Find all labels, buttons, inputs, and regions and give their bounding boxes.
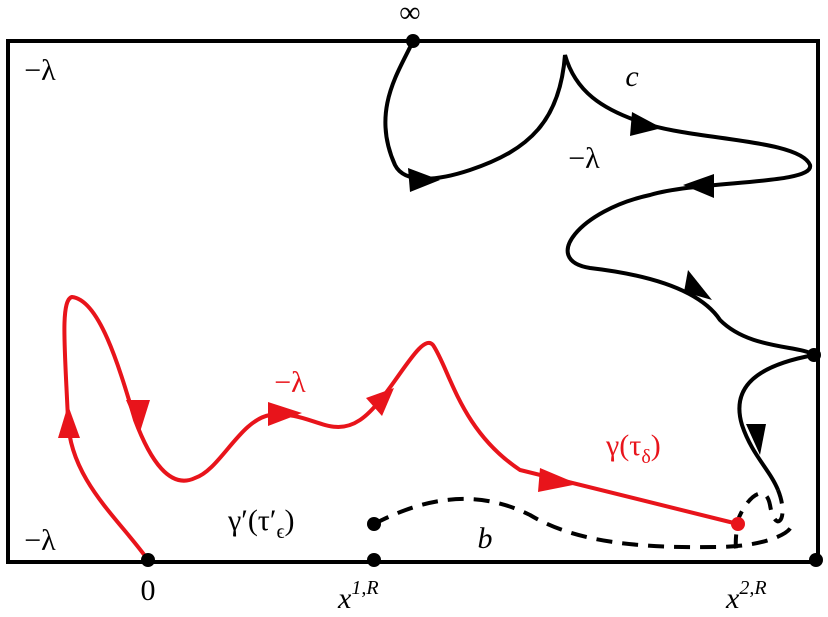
label-gamma-prime: γ′(τ′ϵ) <box>227 504 295 543</box>
subscript: ϵ <box>276 521 284 543</box>
text: x <box>725 582 740 615</box>
arrowhead <box>684 270 712 300</box>
label-lambda: −λ <box>568 142 600 175</box>
curve-c-dashed <box>733 489 785 557</box>
label-x1: x1,R <box>337 577 379 615</box>
arrowhead <box>268 402 302 426</box>
label-gamma: γ(τδ) <box>605 429 661 468</box>
arrowhead <box>366 388 394 416</box>
text: ) <box>651 429 661 462</box>
label-lambda: −λ <box>24 524 56 557</box>
superscript: 2,R <box>739 577 766 599</box>
label-x2: x2,R <box>725 577 767 615</box>
text: γ′(τ′ <box>227 504 276 537</box>
text: γ(τ <box>605 429 641 462</box>
point <box>809 553 823 567</box>
curve-gamma <box>62 294 739 562</box>
point <box>807 348 821 362</box>
point <box>731 517 745 531</box>
arrowhead <box>630 112 662 136</box>
point <box>406 34 420 48</box>
label-infinity: ∞ <box>399 0 420 29</box>
arrowhead <box>58 405 80 438</box>
superscript: 1,R <box>351 577 378 599</box>
label-lambda: −λ <box>24 54 56 87</box>
text: ) <box>285 504 295 537</box>
curve-b <box>373 496 794 550</box>
subscript: δ <box>641 446 650 468</box>
label-lambda: −λ <box>274 366 306 399</box>
point <box>367 517 381 531</box>
text: x <box>337 582 352 615</box>
domain-box <box>6 39 820 564</box>
curve-c <box>383 40 820 491</box>
point <box>367 553 381 567</box>
point <box>141 553 155 567</box>
arrowhead <box>746 424 766 455</box>
arrowhead <box>126 400 150 432</box>
arrowhead <box>538 468 578 492</box>
label-b: b <box>478 522 493 555</box>
label-c: c <box>625 60 638 93</box>
arrowhead <box>408 168 440 192</box>
arrowhead <box>683 174 714 198</box>
label-zero: 0 <box>141 574 156 607</box>
